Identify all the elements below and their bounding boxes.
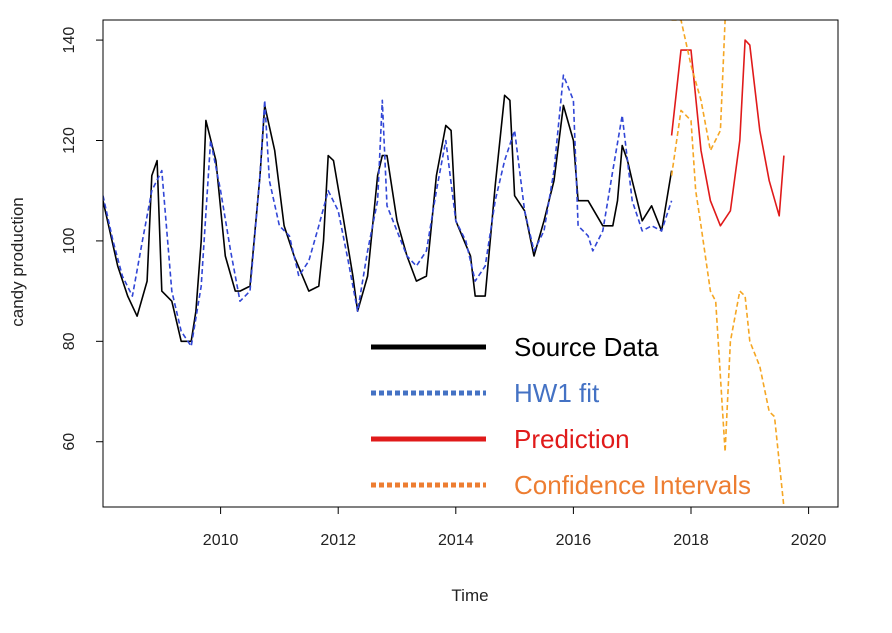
plot-frame [102,19,839,508]
x-tick-label: 2016 [556,532,592,549]
legend-label: Source Data [514,332,659,362]
x-tick-label: 2010 [203,532,239,549]
prediction-line [670,39,785,227]
confidence-lower-line [670,109,785,507]
hw1-fit-line [103,74,673,348]
x-tick-label: 2012 [320,532,356,549]
axis-layer: 2010 2012 2014 2016 2018 2020 60 80 100 120 140 [61,27,826,549]
legend: Source Data HW1 fit Prediction Confidence I… [371,332,751,500]
series-layer [103,20,785,507]
x-tick-label: 2014 [438,532,474,549]
x-axis-title: Time [451,586,488,605]
legend-label: Confidence Intervals [514,470,751,500]
y-tick-label: 120 [61,127,78,154]
y-tick-label: 100 [61,227,78,254]
y-tick-label: 60 [61,433,78,451]
y-axis-title: candy production [8,197,27,326]
confidence-upper-line [671,20,726,152]
x-tick-label: 2018 [673,532,709,549]
source-data-line [103,94,673,343]
plot-area [103,20,785,507]
legend-label: Prediction [514,424,630,454]
x-tick-label: 2020 [791,532,827,549]
legend-label: HW1 fit [514,378,600,408]
y-tick-label: 80 [61,332,78,350]
y-tick-label: 140 [61,27,78,54]
